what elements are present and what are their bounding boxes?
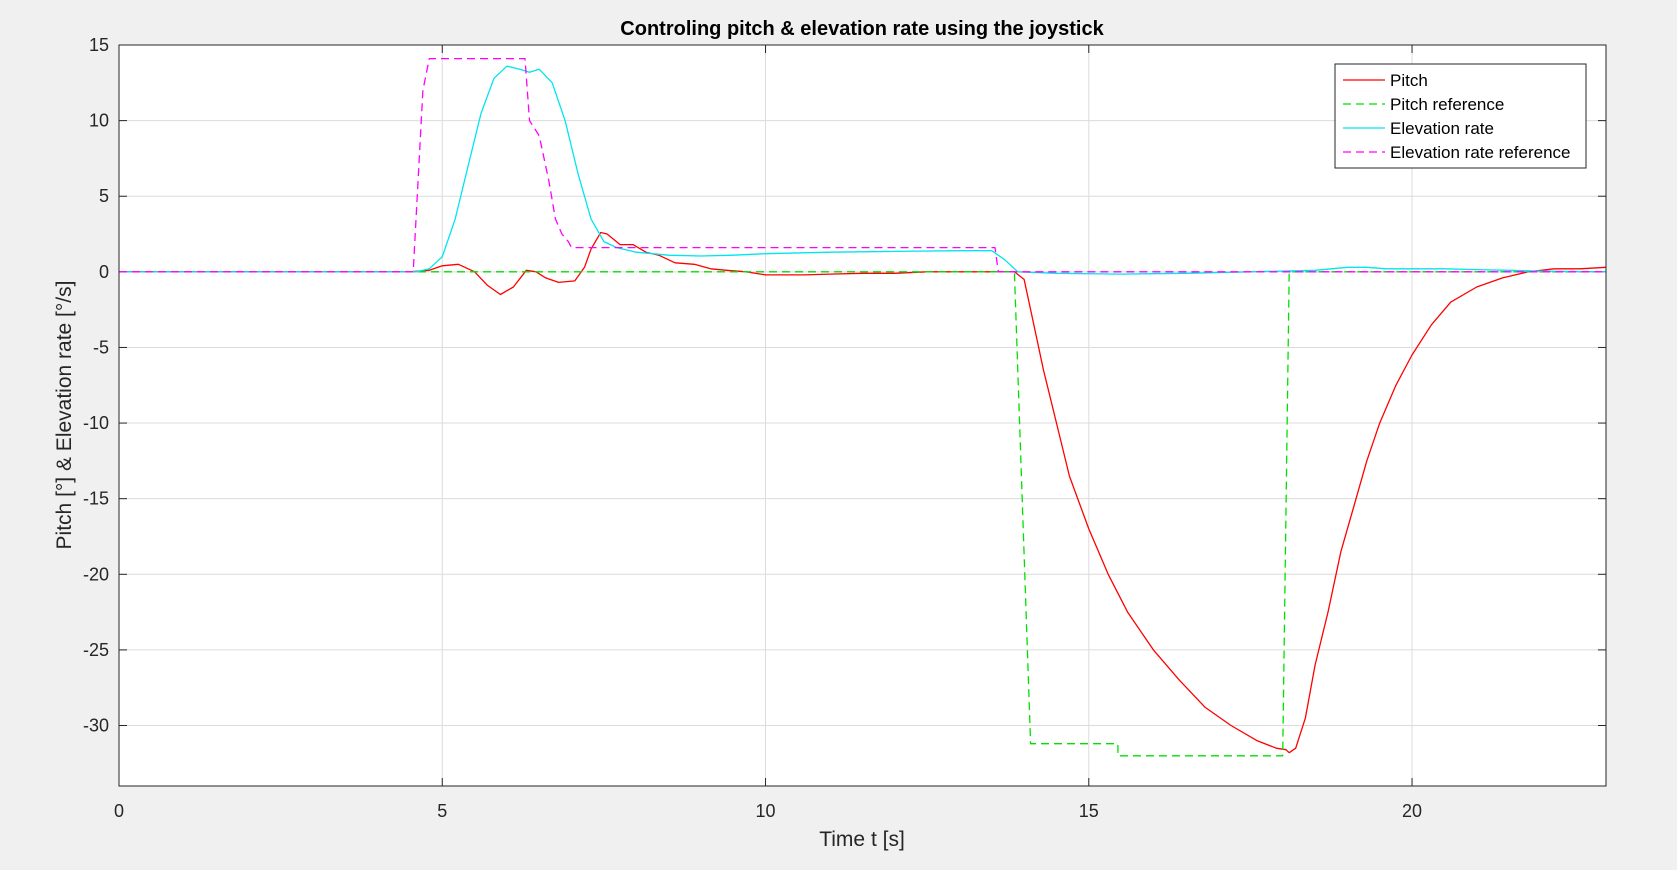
x-tick-label: 10 xyxy=(756,801,776,821)
x-tick-label: 15 xyxy=(1079,801,1099,821)
y-tick-label: -5 xyxy=(93,337,109,357)
y-tick-label: -30 xyxy=(83,716,109,736)
legend-label: Pitch reference xyxy=(1390,95,1504,114)
series-line-3 xyxy=(119,65,1607,275)
y-axis-label: Pitch [°] & Elevation rate [°/s] xyxy=(53,281,76,550)
axes-box xyxy=(118,44,1607,787)
legend-label: Elevation rate reference xyxy=(1390,143,1571,162)
y-tick-label: -15 xyxy=(83,489,109,509)
x-axis-label: Time t [s] xyxy=(819,828,905,851)
series-line-4 xyxy=(119,57,1606,273)
series-group xyxy=(119,57,1607,757)
y-tick-label: 5 xyxy=(99,186,109,206)
x-tick-labels: 0 5 10 15 20 xyxy=(114,801,1422,821)
y-tick-labels: 15 10 5 0 -5 -10 -15 -20 -25 -30 xyxy=(83,35,109,736)
y-tick-label: 10 xyxy=(89,111,109,131)
chart-title: Controling pitch & elevation rate using … xyxy=(620,18,1104,40)
x-tick-label: 5 xyxy=(437,801,447,821)
legend-box xyxy=(1334,63,1587,169)
y-tick-label: 0 xyxy=(99,262,109,282)
x-tick-label: 20 xyxy=(1402,801,1422,821)
y-tick-label: 15 xyxy=(89,35,109,55)
legend-label: Elevation rate xyxy=(1390,119,1494,138)
y-tick-label: -25 xyxy=(83,640,109,660)
y-tick-label: -10 xyxy=(83,413,109,433)
legend-label: Pitch xyxy=(1390,71,1428,90)
series-line-2 xyxy=(119,271,1606,757)
legend: Pitch Pitch reference Elevation rate Elevat… xyxy=(1334,63,1587,169)
x-tick-label: 0 xyxy=(114,801,124,821)
y-tick-label: -20 xyxy=(83,564,109,584)
